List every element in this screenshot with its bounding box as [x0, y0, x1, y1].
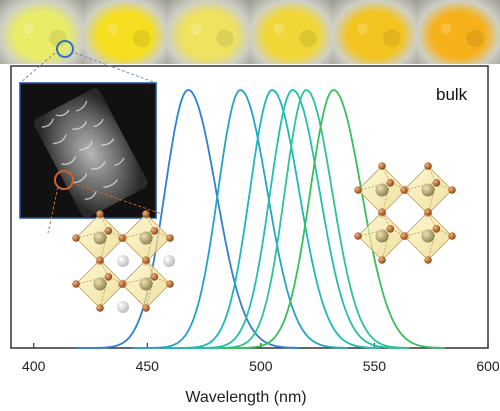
- powder-3-photo: [166, 0, 251, 64]
- series-line-4: [184, 89, 401, 349]
- series-line-1: [75, 89, 300, 349]
- x-axis-tick-labels: 400 450 500 550 600: [22, 358, 500, 374]
- bulk-annotation: bulk: [436, 85, 468, 104]
- powder-1-photo: [0, 0, 85, 64]
- powder-6-photo: [416, 0, 500, 64]
- x-tick-label-400: 400: [22, 358, 46, 374]
- tem-inset: [19, 82, 157, 219]
- powder-5-photo: [333, 0, 418, 64]
- series-line-6: [221, 89, 445, 349]
- x-axis-title: Wavelength (nm): [185, 389, 306, 406]
- tem-zoom-guides: [47, 182, 163, 234]
- powder-selection-circle: [56, 40, 74, 58]
- x-tick-label-550: 550: [363, 358, 387, 374]
- x-tick-label-500: 500: [249, 358, 273, 374]
- crystal-structure-right: [354, 162, 456, 264]
- series-line-2: [132, 89, 349, 349]
- powder-4-photo: [250, 0, 335, 64]
- series-line-3: [164, 89, 380, 349]
- series-line-5: [202, 89, 410, 349]
- crystal-structure-left: [72, 210, 175, 313]
- x-tick-label-450: 450: [136, 358, 160, 374]
- zoom-guides: [19, 52, 157, 84]
- powder-2-photo: [83, 0, 168, 64]
- series-lines: [75, 89, 445, 349]
- x-tick-label-600: 600: [476, 358, 500, 374]
